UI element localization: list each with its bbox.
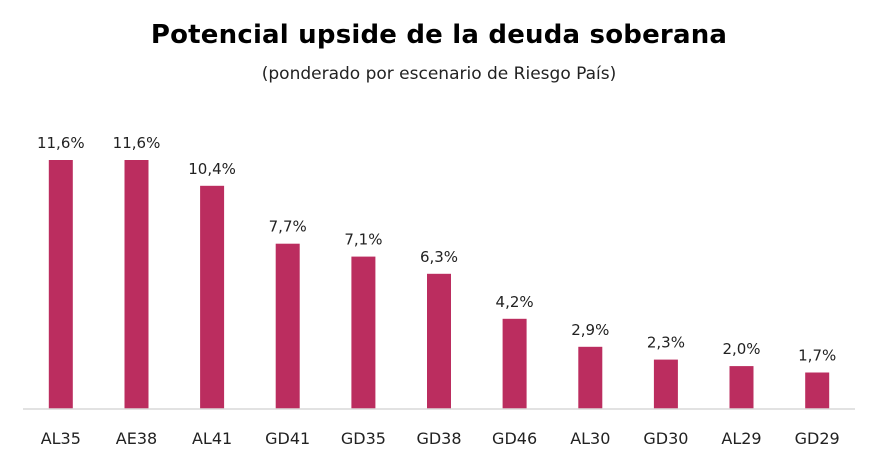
data-label-gd38: 6,3% [420, 248, 458, 266]
data-label-al29: 2,0% [722, 340, 760, 358]
bar-gd41 [275, 243, 300, 409]
x-tick-label-gd38: GD38 [416, 429, 461, 448]
x-tick-label-al30: AL30 [570, 429, 610, 448]
bars-group [48, 160, 830, 409]
data-label-gd46: 4,2% [496, 293, 534, 311]
bar-al35 [48, 160, 73, 409]
data-label-gd29: 1,7% [798, 347, 836, 365]
x-tick-label-ae38: AE38 [116, 429, 157, 448]
x-tick-label-gd46: GD46 [492, 429, 537, 448]
bar-al30 [578, 346, 603, 409]
x-tick-label-al41: AL41 [192, 429, 232, 448]
bar-al41 [200, 185, 225, 409]
x-tick-label-gd35: GD35 [341, 429, 386, 448]
bar-ae38 [124, 160, 149, 409]
data-label-gd41: 7,7% [269, 218, 307, 236]
data-label-gd35: 7,1% [344, 231, 382, 249]
chart-subtitle: (ponderado por escenario de Riesgo País) [261, 64, 617, 84]
x-tick-label-al29: AL29 [721, 429, 761, 448]
bar-gd29 [805, 372, 830, 409]
data-label-al41: 10,4% [188, 160, 236, 178]
chart-title: Potencial upside de la deuda soberana [150, 20, 728, 50]
bar-gd35 [351, 256, 376, 409]
data-label-al30: 2,9% [571, 321, 609, 339]
data-label-ae38: 11,6% [113, 134, 161, 152]
x-tick-label-gd29: GD29 [795, 429, 840, 448]
bar-al29 [729, 366, 754, 409]
x-tick-label-gd41: GD41 [265, 429, 310, 448]
data-labels-group: 11,6% 11,6% 10,4% 7,7% 7,1% 6,3% 4,2% 2,9% 2,3% 2… [37, 134, 836, 365]
data-label-gd30: 2,3% [647, 334, 685, 352]
bar-gd46 [502, 318, 527, 409]
x-tick-labels-group: AL35 AE38 AL41 GD41 GD35 GD38 GD46 AL30 GD30 AL29… [41, 429, 840, 448]
data-label-al35: 11,6% [37, 134, 85, 152]
x-tick-label-gd30: GD30 [643, 429, 688, 448]
bar-gd30 [653, 359, 678, 409]
bar-gd38 [427, 273, 451, 409]
x-tick-label-al35: AL35 [41, 429, 81, 448]
